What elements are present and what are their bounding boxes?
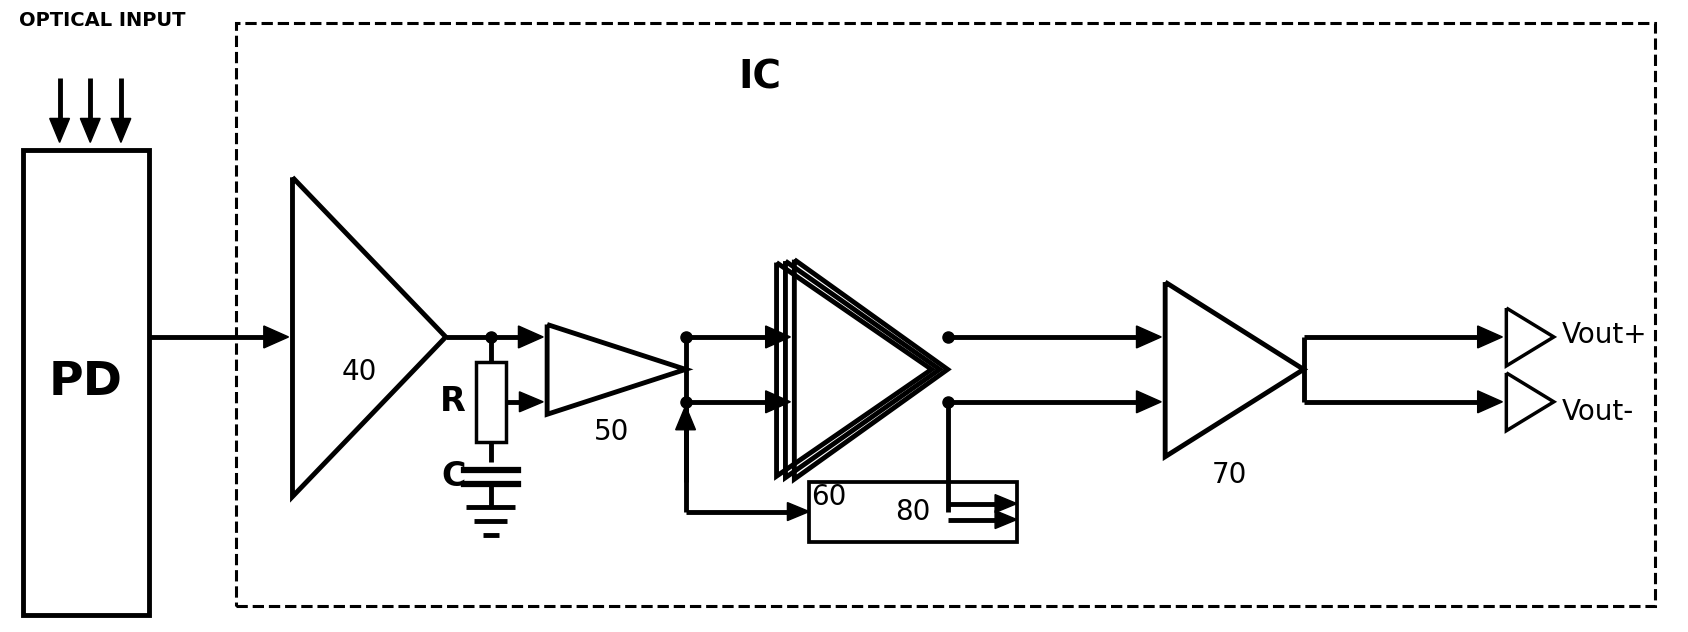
- Text: Vout-: Vout-: [1561, 398, 1634, 426]
- Text: PD: PD: [49, 360, 123, 405]
- Text: 60: 60: [812, 483, 847, 511]
- Polygon shape: [996, 495, 1016, 513]
- Polygon shape: [518, 326, 544, 348]
- Polygon shape: [49, 118, 69, 142]
- Text: C: C: [442, 460, 466, 493]
- Polygon shape: [996, 511, 1016, 528]
- Text: Vout+: Vout+: [1561, 321, 1647, 349]
- Text: 40: 40: [341, 358, 376, 386]
- FancyBboxPatch shape: [476, 362, 506, 442]
- Polygon shape: [1136, 391, 1161, 413]
- Text: 50: 50: [594, 418, 630, 446]
- Polygon shape: [766, 391, 790, 413]
- Text: 80: 80: [895, 497, 930, 526]
- FancyBboxPatch shape: [24, 150, 149, 616]
- Text: IC: IC: [738, 59, 782, 97]
- Polygon shape: [1136, 326, 1161, 348]
- Polygon shape: [675, 406, 695, 430]
- Polygon shape: [111, 118, 130, 142]
- Polygon shape: [1477, 391, 1502, 413]
- Polygon shape: [1477, 326, 1502, 348]
- Polygon shape: [263, 326, 289, 348]
- Polygon shape: [520, 392, 544, 412]
- Polygon shape: [787, 502, 809, 521]
- FancyBboxPatch shape: [809, 482, 1016, 542]
- Polygon shape: [766, 326, 790, 348]
- Text: OPTICAL INPUT: OPTICAL INPUT: [19, 11, 186, 30]
- Polygon shape: [81, 118, 100, 142]
- Text: 70: 70: [1212, 461, 1247, 489]
- Text: R: R: [441, 386, 466, 418]
